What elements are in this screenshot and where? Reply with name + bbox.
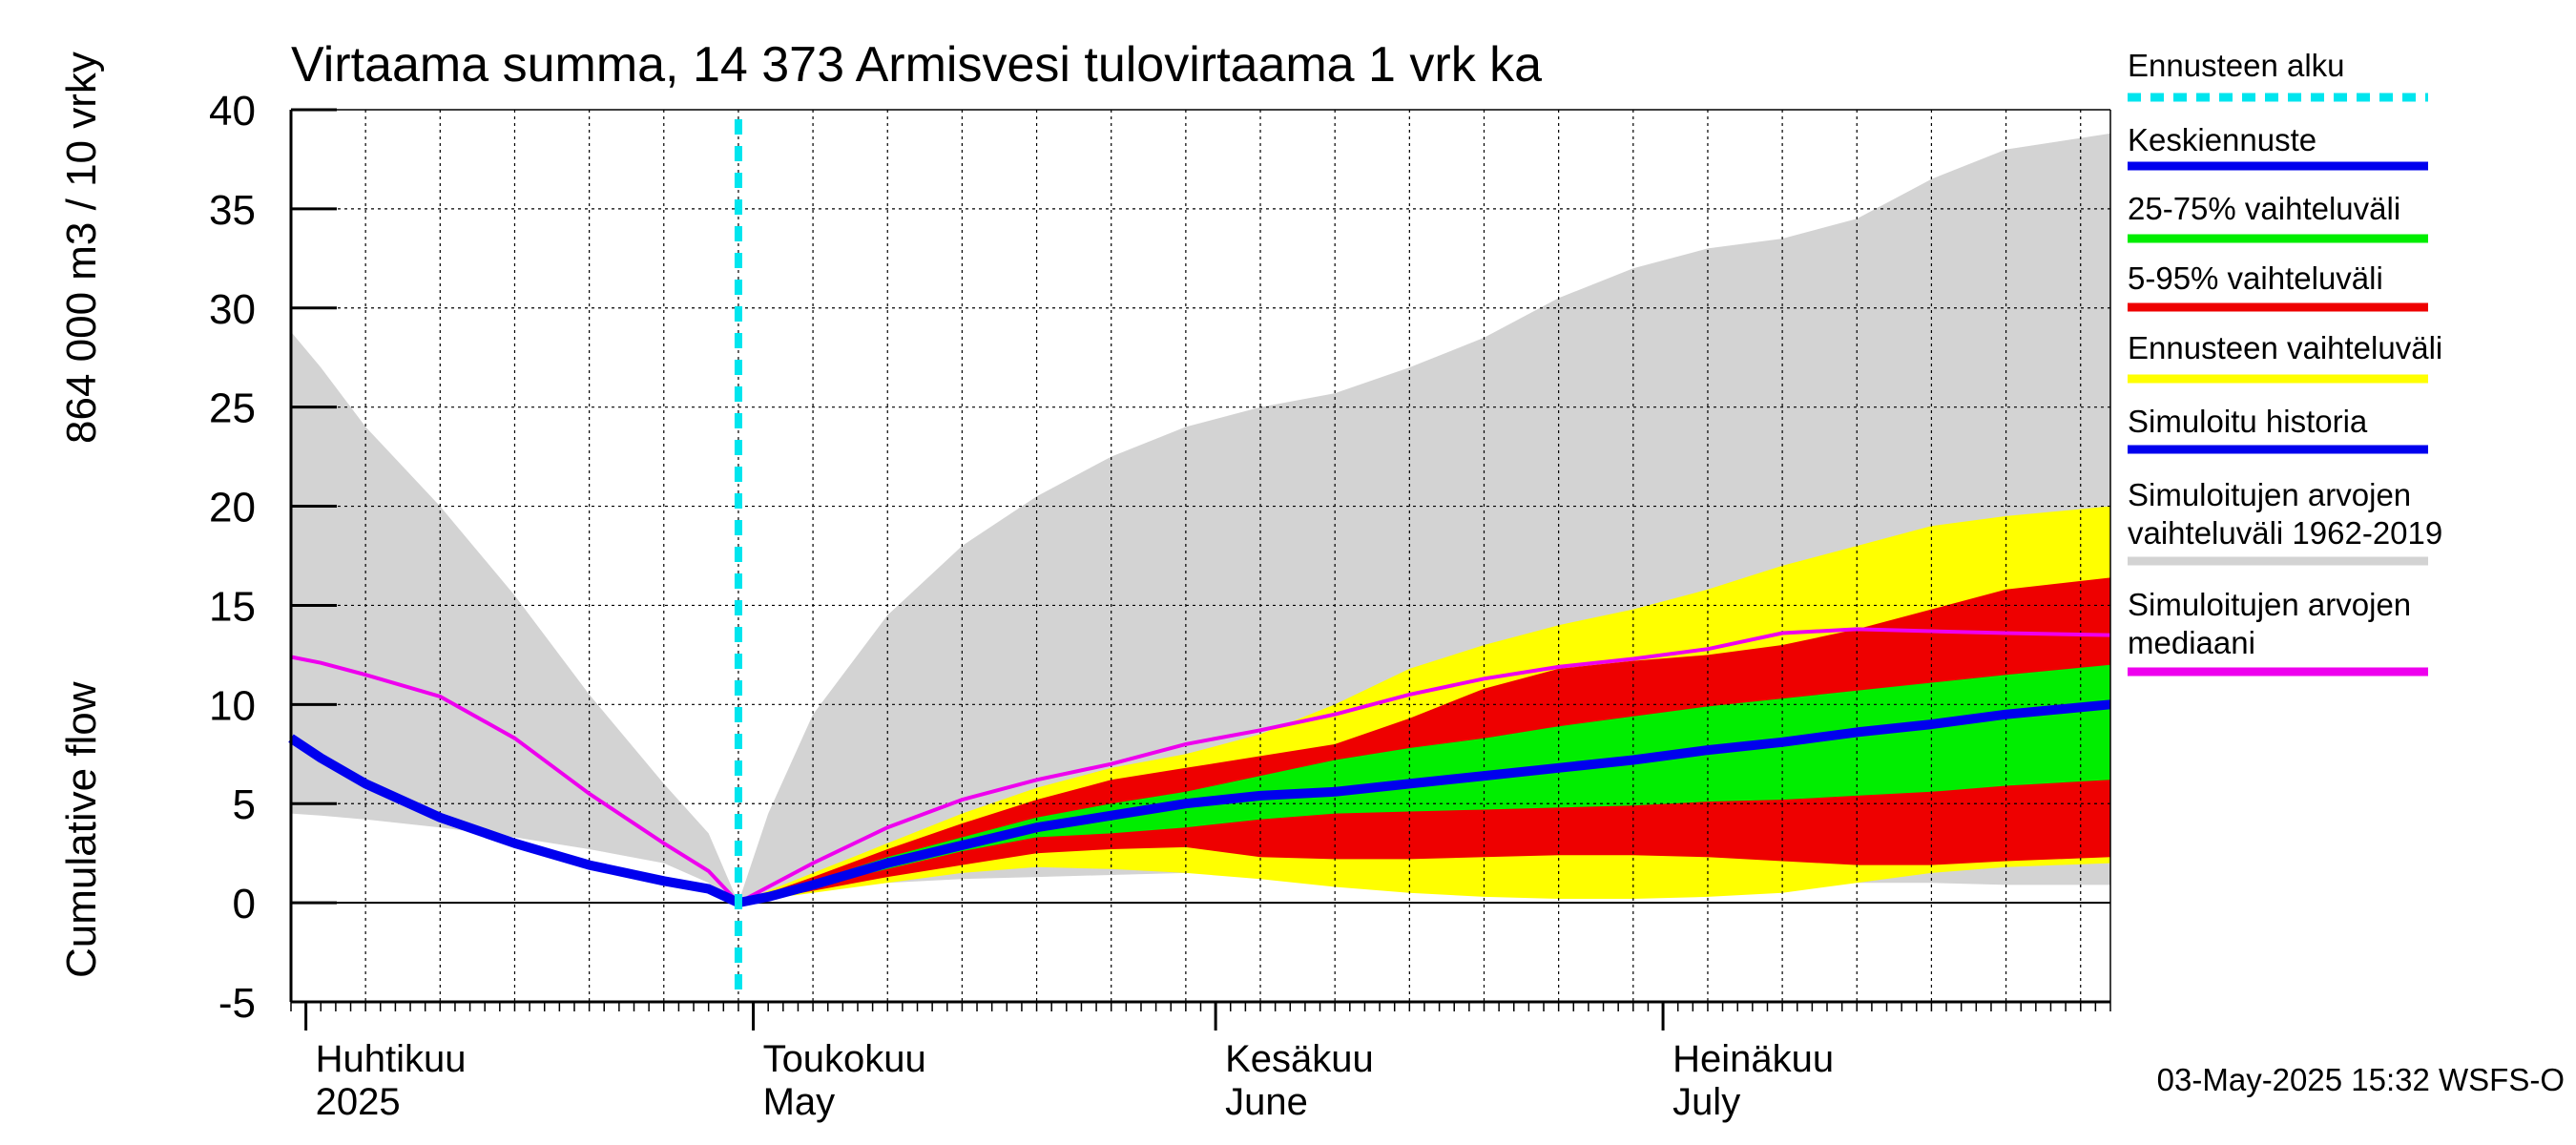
plot-areas: [291, 133, 2110, 904]
month-label-fi: Toukokuu: [763, 1038, 926, 1080]
month-label-fi: Huhtikuu: [316, 1038, 467, 1080]
y-tick-label: 30: [209, 286, 256, 333]
median-line: [290, 627, 2111, 906]
legend-label: Simuloitu historia: [2128, 404, 2368, 439]
timestamp: 03-May-2025 15:32 WSFS-O: [2157, 1062, 2565, 1097]
legend-label: Simuloitujen arvojen mediaani: [2128, 587, 2411, 660]
legend-label-line: Simuloitujen arvojen: [2128, 587, 2411, 622]
grid-lines: [291, 110, 2110, 1002]
y-tick-label: 40: [209, 88, 256, 135]
legend-label: Keskiennuste: [2128, 122, 2316, 157]
forecast-mean-line: [737, 699, 2111, 908]
legend-label-line: mediaani: [2128, 625, 2255, 660]
y-tick-labels: -5 0 5 10 15 20 25 30 35 40: [209, 88, 256, 1027]
month-label-fi: Kesäkuu: [1225, 1038, 1374, 1080]
plot-lines: [288, 119, 2111, 1002]
sim-history-line: [288, 734, 741, 907]
y-tick-label: 35: [209, 187, 256, 234]
y-tick-label: 5: [233, 781, 256, 828]
y-axis-label-line1: Cumulative flow: [58, 681, 105, 978]
legend-label: 25-75% vaihteluväli: [2128, 191, 2400, 226]
month-label-en: July: [1672, 1081, 1740, 1123]
month-label-en: May: [763, 1081, 836, 1123]
legend-label: Ennusteen vaihteluväli: [2128, 330, 2442, 365]
month-label-en: June: [1225, 1081, 1308, 1123]
y-tick-label: 25: [209, 385, 256, 432]
legend-label-line: Simuloitujen arvojen: [2128, 477, 2411, 512]
legend-label-line: vaihteluväli 1962-2019: [2128, 515, 2442, 551]
legend-label: Simuloitujen arvojen vaihteluväli 1962-20…: [2128, 477, 2442, 551]
legend-label: Ennusteen alku: [2128, 48, 2345, 83]
month-label-fi: Heinäkuu: [1672, 1038, 1834, 1080]
legend-label: 5-95% vaihteluväli: [2128, 260, 2383, 296]
month-label-en: 2025: [316, 1081, 401, 1123]
legend: Ennusteen alku Keskiennuste 25-75% vaihtel…: [2128, 48, 2442, 677]
y-tick-label: 10: [209, 682, 256, 729]
y-tick-label: 15: [209, 583, 256, 630]
y-tick-label: -5: [218, 980, 256, 1027]
y-tick-label: 0: [233, 881, 256, 927]
y-axis-label-line2: 864 000 m3 / 10 vrky: [58, 52, 105, 444]
chart-title: Virtaama summa, 14 373 Armisvesi tulovir…: [291, 37, 1542, 93]
axes: [289, 108, 2111, 1030]
y-tick-label: 20: [209, 485, 256, 531]
